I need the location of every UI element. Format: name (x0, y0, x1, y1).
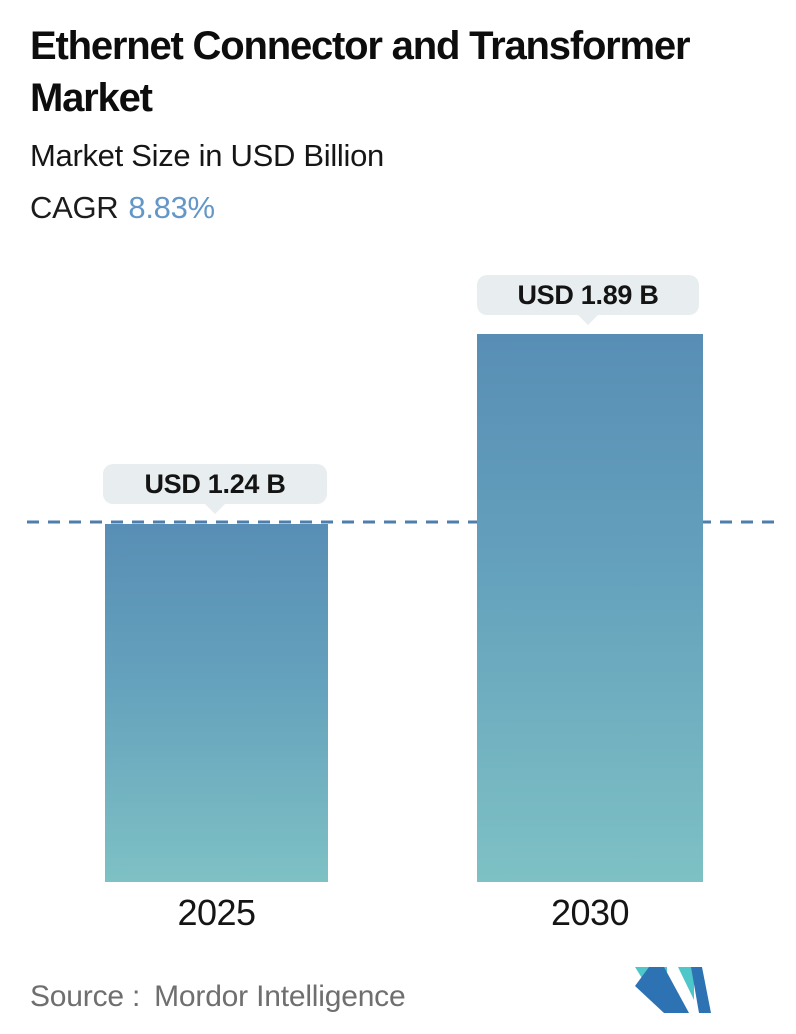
logo-blue-diagonal-left (635, 967, 689, 1013)
page-title: Ethernet Connector and Transformer Marke… (30, 20, 775, 124)
source-label: Source : (30, 980, 141, 1013)
value-label-2025: USD 1.24 B (144, 468, 286, 499)
callout-pointer-down-icon (204, 503, 226, 514)
cagr-value: 8.83% (128, 190, 215, 225)
cagr-line: CAGR 8.83% (30, 190, 215, 226)
chart-subtitle: Market Size in USD Billion (30, 138, 384, 173)
x-axis-label-2030: 2030 (550, 892, 630, 933)
bar-2030[interactable] (477, 334, 703, 882)
bar-2025[interactable] (105, 524, 328, 882)
logo-blue-diagonal-right (691, 967, 711, 1013)
page-title-line-2: Market (30, 76, 153, 120)
x-axis-label-2025: 2025 (177, 892, 256, 933)
mordor-intelligence-logo (635, 967, 711, 1013)
cagr-label: CAGR (30, 190, 119, 225)
callout-pointer-down-icon (577, 314, 599, 325)
value-callout-2025: USD 1.24 B (103, 464, 327, 514)
page-title-line-1: Ethernet Connector and Transformer (30, 24, 691, 68)
source-value: Mordor Intelligence (154, 980, 406, 1013)
logo-teal-triangle (678, 967, 694, 1000)
value-label-2030: USD 1.89 B (517, 279, 659, 310)
source-line: Source : Mordor Intelligence (30, 980, 406, 1014)
value-callout-2030: USD 1.89 B (477, 275, 699, 325)
